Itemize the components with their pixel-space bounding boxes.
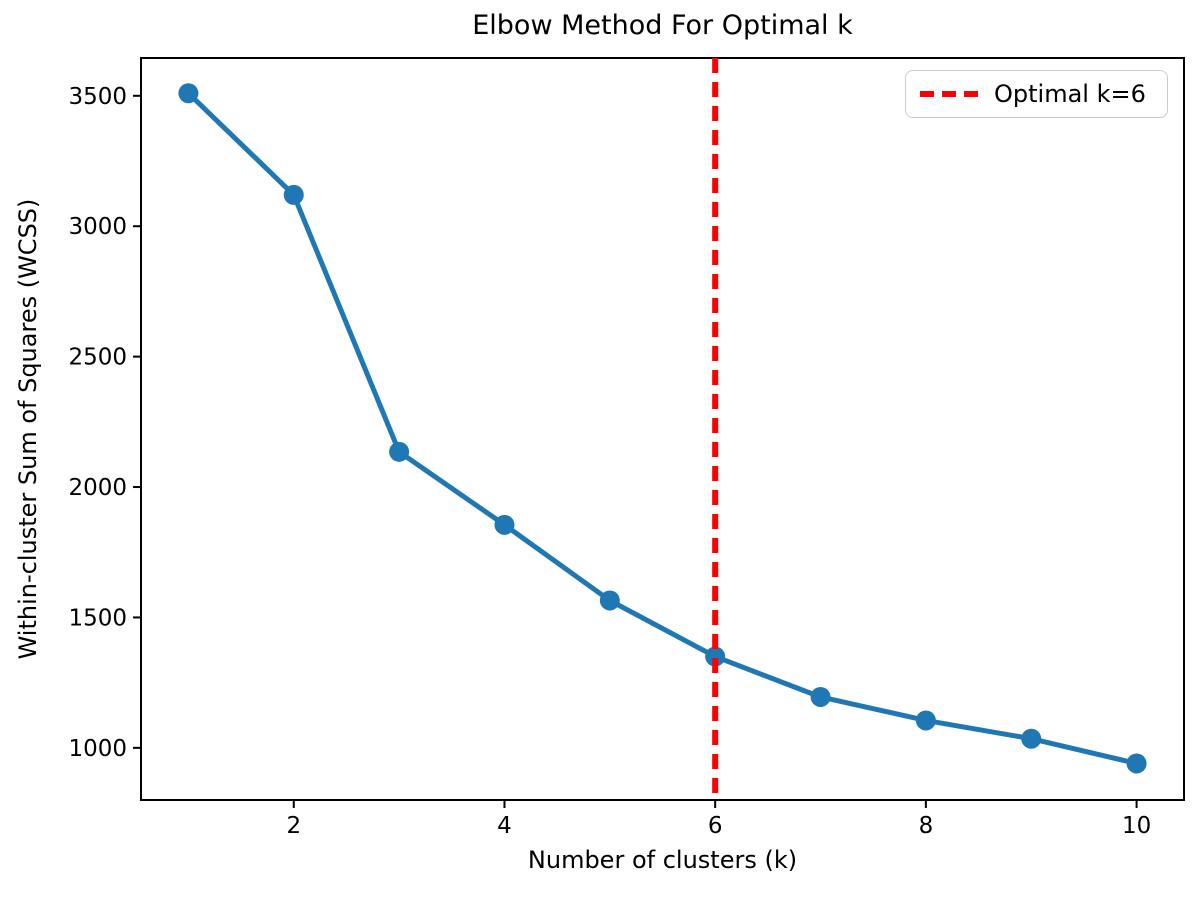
- x-axis-label: Number of clusters (k): [527, 846, 798, 874]
- data-point: [1021, 728, 1042, 749]
- x-tick-label: 10: [1122, 813, 1151, 839]
- data-point: [178, 83, 199, 104]
- y-tick-label: 1500: [68, 605, 127, 631]
- y-tick-label: 3500: [68, 84, 127, 110]
- y-tick-label: 2000: [68, 475, 127, 501]
- data-point: [810, 686, 831, 707]
- legend-label: Optimal k=6: [994, 80, 1146, 108]
- data-point: [1126, 753, 1147, 774]
- y-tick-label: 2500: [68, 345, 127, 371]
- x-tick-label: 8: [919, 813, 934, 839]
- legend: Optimal k=6: [905, 70, 1168, 118]
- y-tick-label: 3000: [68, 214, 127, 240]
- data-point: [283, 184, 304, 205]
- wcss-line: [185, 90, 1140, 766]
- dashed-line-legend-swatch: [920, 91, 978, 97]
- data-point: [494, 514, 515, 535]
- x-tick-label: 4: [497, 813, 512, 839]
- data-point: [599, 590, 620, 611]
- x-tick-label: 6: [708, 813, 723, 839]
- y-tick-label: 1000: [68, 736, 127, 762]
- data-point: [915, 710, 936, 731]
- data-point: [705, 646, 726, 667]
- chart-title: Elbow Method For Optimal k: [472, 10, 853, 41]
- axes-spines: [140, 57, 1185, 801]
- x-tick-label: 2: [286, 813, 301, 839]
- data-point: [389, 441, 410, 462]
